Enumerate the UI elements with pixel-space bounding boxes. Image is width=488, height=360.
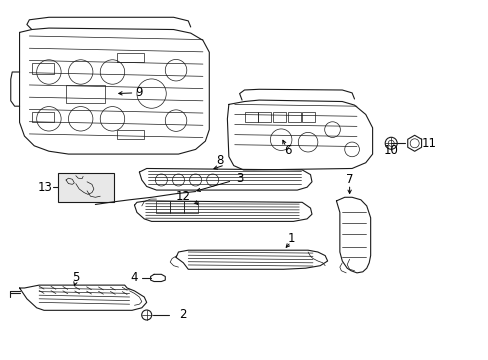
Bar xyxy=(258,112,271,122)
Bar xyxy=(117,130,144,139)
Text: 12: 12 xyxy=(176,190,190,203)
Text: 8: 8 xyxy=(216,154,224,167)
Bar xyxy=(156,202,170,213)
Bar xyxy=(117,53,144,62)
Text: 6: 6 xyxy=(283,144,291,157)
Text: 7: 7 xyxy=(345,174,353,186)
Text: 10: 10 xyxy=(383,144,398,157)
Bar xyxy=(170,202,184,213)
Bar xyxy=(244,112,257,122)
Text: 2: 2 xyxy=(179,309,187,321)
Text: 3: 3 xyxy=(235,172,243,185)
Bar xyxy=(58,173,114,202)
Text: 1: 1 xyxy=(286,232,294,245)
Bar xyxy=(66,85,105,103)
Text: 5: 5 xyxy=(72,271,80,284)
Text: 9: 9 xyxy=(135,86,143,99)
Text: 11: 11 xyxy=(421,137,436,150)
Text: 13: 13 xyxy=(38,181,52,194)
Text: 4: 4 xyxy=(130,271,138,284)
Bar xyxy=(32,112,54,122)
Bar xyxy=(302,112,315,122)
Bar xyxy=(272,112,285,122)
Bar xyxy=(287,112,300,122)
Bar xyxy=(32,63,54,74)
Bar xyxy=(183,202,198,213)
